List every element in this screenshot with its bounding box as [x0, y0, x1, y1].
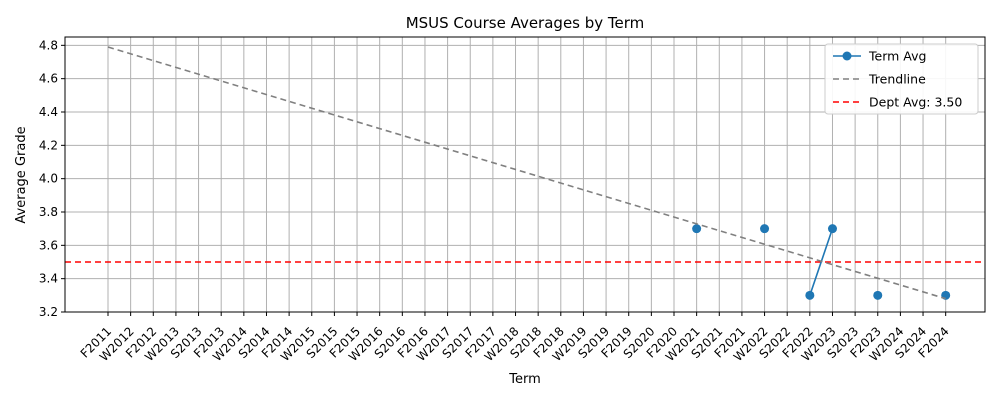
y-tick-label: 4.6	[39, 72, 58, 86]
x-axis-label: Term	[508, 372, 541, 387]
legend-label: Term Avg	[868, 49, 926, 64]
chart-title: MSUS Course Averages by Term	[406, 14, 645, 32]
legend-label: Trendline	[868, 72, 926, 87]
term-avg-point	[760, 224, 770, 234]
x-axis: F2011W2012F2012W2013S2013F2013W2014S2014…	[78, 312, 952, 364]
plot-area-frame	[64, 36, 986, 313]
y-tick-label: 4.2	[39, 138, 58, 152]
grid	[65, 37, 985, 313]
y-tick-label: 4.4	[39, 105, 58, 119]
legend: Term Avg Trendline Dept Avg: 3.50	[824, 43, 979, 115]
legend-label: Dept Avg: 3.50	[869, 95, 962, 110]
y-tick-label: 3.8	[39, 205, 58, 219]
term-avg-point	[692, 224, 702, 234]
y-axis-label: Average Grade	[14, 126, 29, 223]
term-avg-point	[827, 224, 837, 234]
y-tick-label: 3.6	[39, 238, 58, 252]
y-axis: 3.2 3.4 3.6 3.8 4.0 4.2 4.4 4.6 4.8	[39, 38, 65, 319]
term-avg-point	[873, 290, 883, 300]
legend-box	[824, 43, 979, 115]
y-tick-label: 3.2	[39, 305, 58, 319]
trendline	[107, 46, 946, 300]
y-tick-label: 4.0	[39, 172, 58, 186]
series-layer	[107, 46, 951, 300]
term-avg-point	[805, 290, 815, 300]
y-tick-label: 4.8	[39, 38, 58, 52]
legend-marker-term-avg	[842, 51, 852, 61]
y-tick-label: 3.4	[39, 272, 58, 286]
